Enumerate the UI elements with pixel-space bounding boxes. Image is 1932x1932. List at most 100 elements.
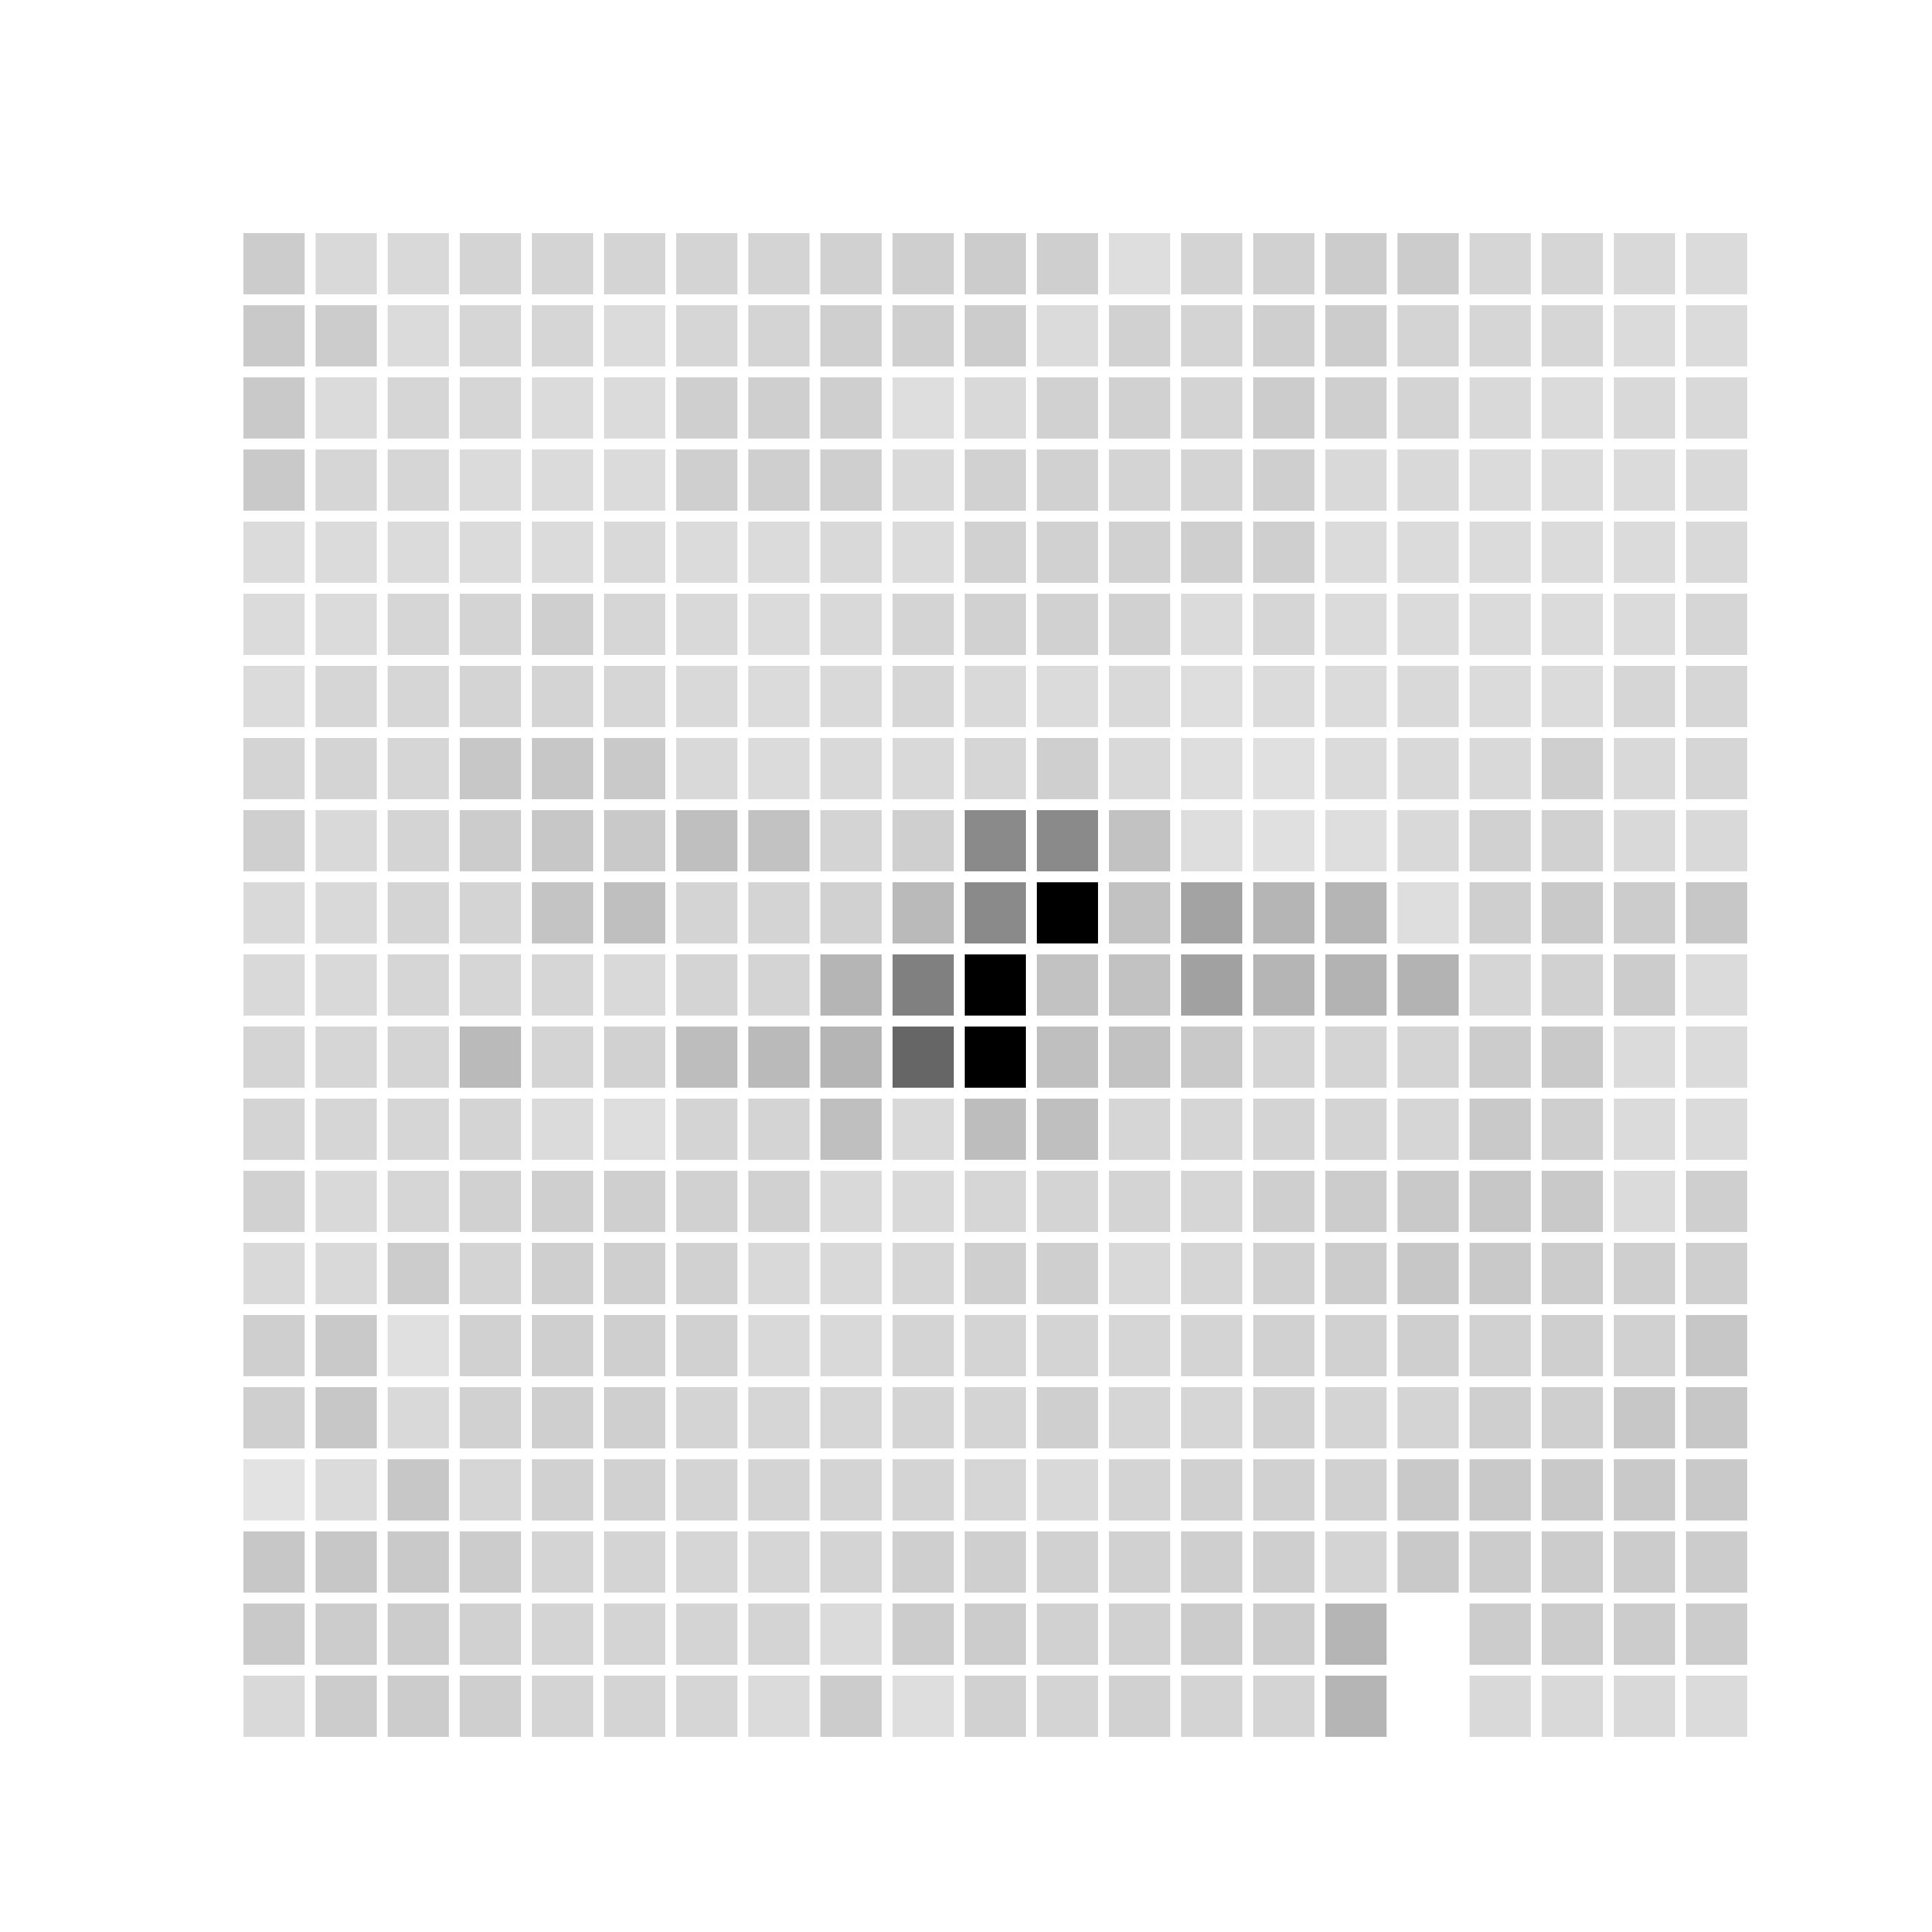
heatmap-cell-r4-c1 bbox=[316, 522, 377, 583]
heatmap-cell-r15-c19 bbox=[1614, 1315, 1675, 1376]
heatmap-cell-r13-c15 bbox=[1325, 1171, 1387, 1232]
heatmap-cell-r3-c0 bbox=[243, 450, 305, 511]
heatmap-cell-r6-c3 bbox=[460, 666, 521, 727]
heatmap-cell-r0-c7 bbox=[748, 233, 810, 294]
heatmap-cell-r18-c9 bbox=[893, 1531, 954, 1593]
heatmap-cell-r7-c16 bbox=[1397, 738, 1459, 799]
heatmap-cell-r17-c7 bbox=[748, 1459, 810, 1520]
heatmap-cell-r19-c19 bbox=[1614, 1604, 1675, 1665]
heatmap-cell-r10-c13 bbox=[1181, 954, 1242, 1016]
heatmap-cell-r19-c2 bbox=[388, 1604, 449, 1665]
heatmap-cell-r11-c7 bbox=[748, 1027, 810, 1088]
heatmap-cell-r9-c16 bbox=[1397, 882, 1459, 943]
heatmap-cell-r16-c2 bbox=[388, 1387, 449, 1448]
heatmap-cell-r0-c16 bbox=[1397, 233, 1459, 294]
heatmap-cell-r16-c3 bbox=[460, 1387, 521, 1448]
heatmap-cell-r18-c6 bbox=[676, 1531, 737, 1593]
heatmap-cell-r16-c5 bbox=[604, 1387, 665, 1448]
heatmap-cell-r5-c1 bbox=[316, 594, 377, 655]
heatmap-cell-r8-c12 bbox=[1109, 810, 1170, 871]
heatmap-cell-r15-c2 bbox=[388, 1315, 449, 1376]
heatmap-cell-r17-c1 bbox=[316, 1459, 377, 1520]
heatmap-cell-r20-c6 bbox=[676, 1676, 737, 1737]
heatmap-cell-r10-c8 bbox=[820, 954, 882, 1016]
heatmap-cell-r11-c5 bbox=[604, 1027, 665, 1088]
heatmap-cell-r4-c0 bbox=[243, 522, 305, 583]
heatmap-cell-r6-c1 bbox=[316, 666, 377, 727]
heatmap-cell-r1-c20 bbox=[1686, 305, 1747, 366]
heatmap-cell-r1-c19 bbox=[1614, 305, 1675, 366]
heatmap-cell-r5-c8 bbox=[820, 594, 882, 655]
heatmap-cell-r18-c7 bbox=[748, 1531, 810, 1593]
heatmap-cell-r7-c1 bbox=[316, 738, 377, 799]
heatmap-cell-r14-c6 bbox=[676, 1243, 737, 1304]
heatmap-cell-r8-c2 bbox=[388, 810, 449, 871]
heatmap-cell-r13-c0 bbox=[243, 1171, 305, 1232]
heatmap-cell-r7-c9 bbox=[893, 738, 954, 799]
heatmap-cell-r1-c8 bbox=[820, 305, 882, 366]
heatmap-cell-r3-c10 bbox=[965, 450, 1026, 511]
heatmap-cell-r6-c8 bbox=[820, 666, 882, 727]
heatmap-cell-r9-c13 bbox=[1181, 882, 1242, 943]
heatmap-cell-r10-c12 bbox=[1109, 954, 1170, 1016]
heatmap-cell-r3-c19 bbox=[1614, 450, 1675, 511]
heatmap-cell-r10-c15 bbox=[1325, 954, 1387, 1016]
heatmap-cell-r13-c1 bbox=[316, 1171, 377, 1232]
heatmap-cell-r20-c3 bbox=[460, 1676, 521, 1737]
heatmap-cell-r18-c3 bbox=[460, 1531, 521, 1593]
heatmap-cell-r19-c5 bbox=[604, 1604, 665, 1665]
heatmap-cell-r4-c7 bbox=[748, 522, 810, 583]
heatmap-cell-r1-c4 bbox=[532, 305, 593, 366]
heatmap-cell-r3-c8 bbox=[820, 450, 882, 511]
heatmap-cell-r1-c5 bbox=[604, 305, 665, 366]
heatmap-cell-r15-c13 bbox=[1181, 1315, 1242, 1376]
heatmap-cell-r12-c3 bbox=[460, 1099, 521, 1160]
heatmap-cell-r4-c15 bbox=[1325, 522, 1387, 583]
heatmap-cell-r5-c0 bbox=[243, 594, 305, 655]
heatmap-cell-r15-c9 bbox=[893, 1315, 954, 1376]
heatmap-cell-r15-c10 bbox=[965, 1315, 1026, 1376]
heatmap-cell-r1-c9 bbox=[893, 305, 954, 366]
heatmap-cell-r14-c0 bbox=[243, 1243, 305, 1304]
heatmap-cell-r19-c0 bbox=[243, 1604, 305, 1665]
heatmap-cell-r2-c17 bbox=[1470, 377, 1531, 439]
heatmap-cell-r2-c6 bbox=[676, 377, 737, 439]
heatmap-cell-r7-c2 bbox=[388, 738, 449, 799]
heatmap-cell-r16-c8 bbox=[820, 1387, 882, 1448]
heatmap-cell-r4-c17 bbox=[1470, 522, 1531, 583]
heatmap-cell-r7-c14 bbox=[1253, 738, 1314, 799]
heatmap-cell-r16-c6 bbox=[676, 1387, 737, 1448]
heatmap-cell-r11-c6 bbox=[676, 1027, 737, 1088]
heatmap-cell-r10-c3 bbox=[460, 954, 521, 1016]
heatmap-cell-r16-c12 bbox=[1109, 1387, 1170, 1448]
heatmap-cell-r13-c18 bbox=[1542, 1171, 1603, 1232]
heatmap-cell-r6-c16 bbox=[1397, 666, 1459, 727]
heatmap-cell-r9-c7 bbox=[748, 882, 810, 943]
heatmap-cell-r20-c0 bbox=[243, 1676, 305, 1737]
heatmap-cell-r9-c9 bbox=[893, 882, 954, 943]
heatmap-cell-r13-c13 bbox=[1181, 1171, 1242, 1232]
heatmap-cell-r19-c12 bbox=[1109, 1604, 1170, 1665]
heatmap-cell-r12-c8 bbox=[820, 1099, 882, 1160]
heatmap-cell-r9-c6 bbox=[676, 882, 737, 943]
heatmap-cell-r2-c3 bbox=[460, 377, 521, 439]
heatmap-cell-r12-c20 bbox=[1686, 1099, 1747, 1160]
heatmap-cell-r2-c7 bbox=[748, 377, 810, 439]
heatmap-cell-r12-c16 bbox=[1397, 1099, 1459, 1160]
heatmap-cell-r11-c2 bbox=[388, 1027, 449, 1088]
heatmap-cell-r19-c17 bbox=[1470, 1604, 1531, 1665]
heatmap-cell-r15-c20 bbox=[1686, 1315, 1747, 1376]
heatmap-cell-r8-c6 bbox=[676, 810, 737, 871]
heatmap-cell-r15-c15 bbox=[1325, 1315, 1387, 1376]
heatmap-cell-r14-c16 bbox=[1397, 1243, 1459, 1304]
heatmap-cell-r13-c16 bbox=[1397, 1171, 1459, 1232]
heatmap-cell-r11-c11 bbox=[1037, 1027, 1098, 1088]
heatmap-cell-r16-c0 bbox=[243, 1387, 305, 1448]
heatmap-cell-r11-c17 bbox=[1470, 1027, 1531, 1088]
heatmap-cell-r0-c12 bbox=[1109, 233, 1170, 294]
heatmap-cell-r2-c12 bbox=[1109, 377, 1170, 439]
heatmap-cell-r20-c5 bbox=[604, 1676, 665, 1737]
heatmap-cell-r14-c2 bbox=[388, 1243, 449, 1304]
heatmap-cell-r4-c12 bbox=[1109, 522, 1170, 583]
heatmap-cell-r2-c0 bbox=[243, 377, 305, 439]
